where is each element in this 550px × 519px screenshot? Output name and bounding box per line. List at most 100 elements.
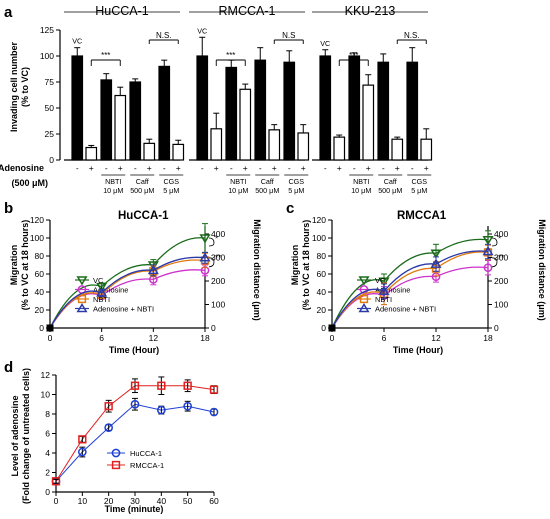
bar (172, 143, 185, 161)
significance-label: ** (498, 254, 504, 263)
y2tick-label: 300 (211, 253, 225, 263)
panel-b-xlabel: Time (Hour) (109, 345, 159, 355)
adenosine-sign: + (272, 163, 277, 173)
adenosine-sign: + (424, 163, 429, 173)
bar (129, 81, 142, 161)
significance-label: N.S (282, 31, 295, 40)
panel-d-xlabel: Time (minute) (105, 504, 164, 514)
legend-marker (77, 294, 87, 304)
bar (283, 61, 296, 161)
ytick-label: 80 (35, 251, 45, 261)
ytick-label: 20 (35, 305, 45, 315)
panel-a-ytick-label: 25 (45, 129, 55, 139)
adenosine-sign: - (288, 163, 291, 173)
significance-label: * (215, 235, 218, 244)
significance-label: N.S. (404, 31, 420, 40)
bar (239, 88, 252, 161)
legend-label: NBTI (93, 295, 110, 304)
bar (225, 66, 238, 161)
y2tick-label: 200 (211, 276, 225, 286)
y2tick-label: 200 (494, 276, 508, 286)
adenosine-sign: + (176, 163, 181, 173)
xtick-label: 6 (99, 333, 104, 343)
ytick-label: 120 (30, 215, 44, 225)
treatment-dose: 5 μM (163, 186, 179, 195)
adenosine-sign: - (259, 163, 262, 173)
treatment-name: CGS (163, 177, 179, 186)
bar (210, 128, 223, 161)
adenosine-sign: - (105, 163, 108, 173)
origin-marker (328, 324, 336, 332)
panel-letter-d: d (4, 359, 13, 376)
data-point (130, 399, 140, 409)
vc-label: VC (72, 37, 82, 46)
data-point (96, 287, 108, 297)
panel-b-line-chart: HuCCA-1 Migration (% to VC at 18 hours) … (9, 210, 262, 355)
panel-c-title: RMCCA1 (397, 210, 447, 222)
ytick-label: 0 (39, 323, 44, 333)
ytick-label: 12 (41, 370, 51, 380)
ytick-label: 0 (321, 323, 326, 333)
treatment-dose: 10 μM (103, 186, 123, 195)
xtick-label: 60 (209, 496, 219, 506)
panel-a-ytick-label: 100 (40, 51, 54, 61)
bar (143, 142, 156, 161)
treatment-name: CGS (411, 177, 427, 186)
ytick-label: 8 (45, 409, 50, 419)
data-point (78, 435, 87, 444)
bar (420, 138, 433, 161)
data-point (430, 249, 442, 259)
treatment-name: NBTI (105, 177, 121, 186)
legend-marker (111, 460, 121, 470)
series-line-1 (331, 266, 489, 329)
ytick-label: 0 (45, 487, 50, 497)
ytick-label: 60 (35, 269, 45, 279)
legend-marker (111, 448, 121, 458)
data-point (147, 264, 159, 275)
data-point (209, 407, 219, 417)
xtick-label: 30 (130, 496, 140, 506)
bar (254, 59, 267, 161)
significance-bracket (491, 257, 498, 268)
origin-marker (46, 324, 54, 332)
data-point (482, 236, 494, 246)
panel-b-ylabel-right: Migration distance (μm) (252, 219, 262, 321)
treatment-dose: 10 μM (228, 186, 248, 195)
data-point (51, 477, 61, 486)
significance-bracket (208, 237, 215, 247)
ytick-label: 100 (312, 233, 326, 243)
xtick-label: 10 (78, 496, 88, 506)
data-point (156, 405, 166, 415)
bar (319, 55, 332, 161)
y2tick-label: 0 (494, 323, 499, 333)
bar (100, 79, 113, 161)
treatment-dose: 5 μM (411, 186, 427, 195)
bar (391, 138, 404, 161)
y2tick-label: 0 (211, 323, 216, 333)
group-title-2: KKU-213 (345, 4, 396, 18)
xtick-label: 18 (483, 333, 493, 343)
panel-a-ytick-label: 125 (40, 25, 54, 35)
series-line-0 (331, 238, 489, 329)
bar (71, 55, 84, 161)
data-point (96, 282, 108, 293)
bar (114, 94, 127, 161)
treatment-dose: 10 μM (351, 186, 371, 195)
adenosine-sign: - (201, 163, 204, 173)
significance-label: * (498, 235, 501, 244)
y2tick-label: 400 (211, 229, 225, 239)
adenosine-sign: + (301, 163, 306, 173)
ytick-label: 40 (317, 287, 327, 297)
significance-label: N.S. (156, 31, 172, 40)
ytick-label: 40 (35, 287, 45, 297)
ytick-label: 4 (45, 448, 50, 458)
adenosine-sign: - (230, 163, 233, 173)
panel-c-xlabel: Time (Hour) (393, 345, 443, 355)
legend-label: Adenosine + NBTI (93, 305, 154, 314)
xtick-label: 0 (330, 333, 335, 343)
bar (268, 129, 281, 161)
adenosine-sign: + (147, 163, 152, 173)
xtick-label: 12 (431, 333, 441, 343)
panel-a-ytick-label: 0 (49, 155, 54, 165)
